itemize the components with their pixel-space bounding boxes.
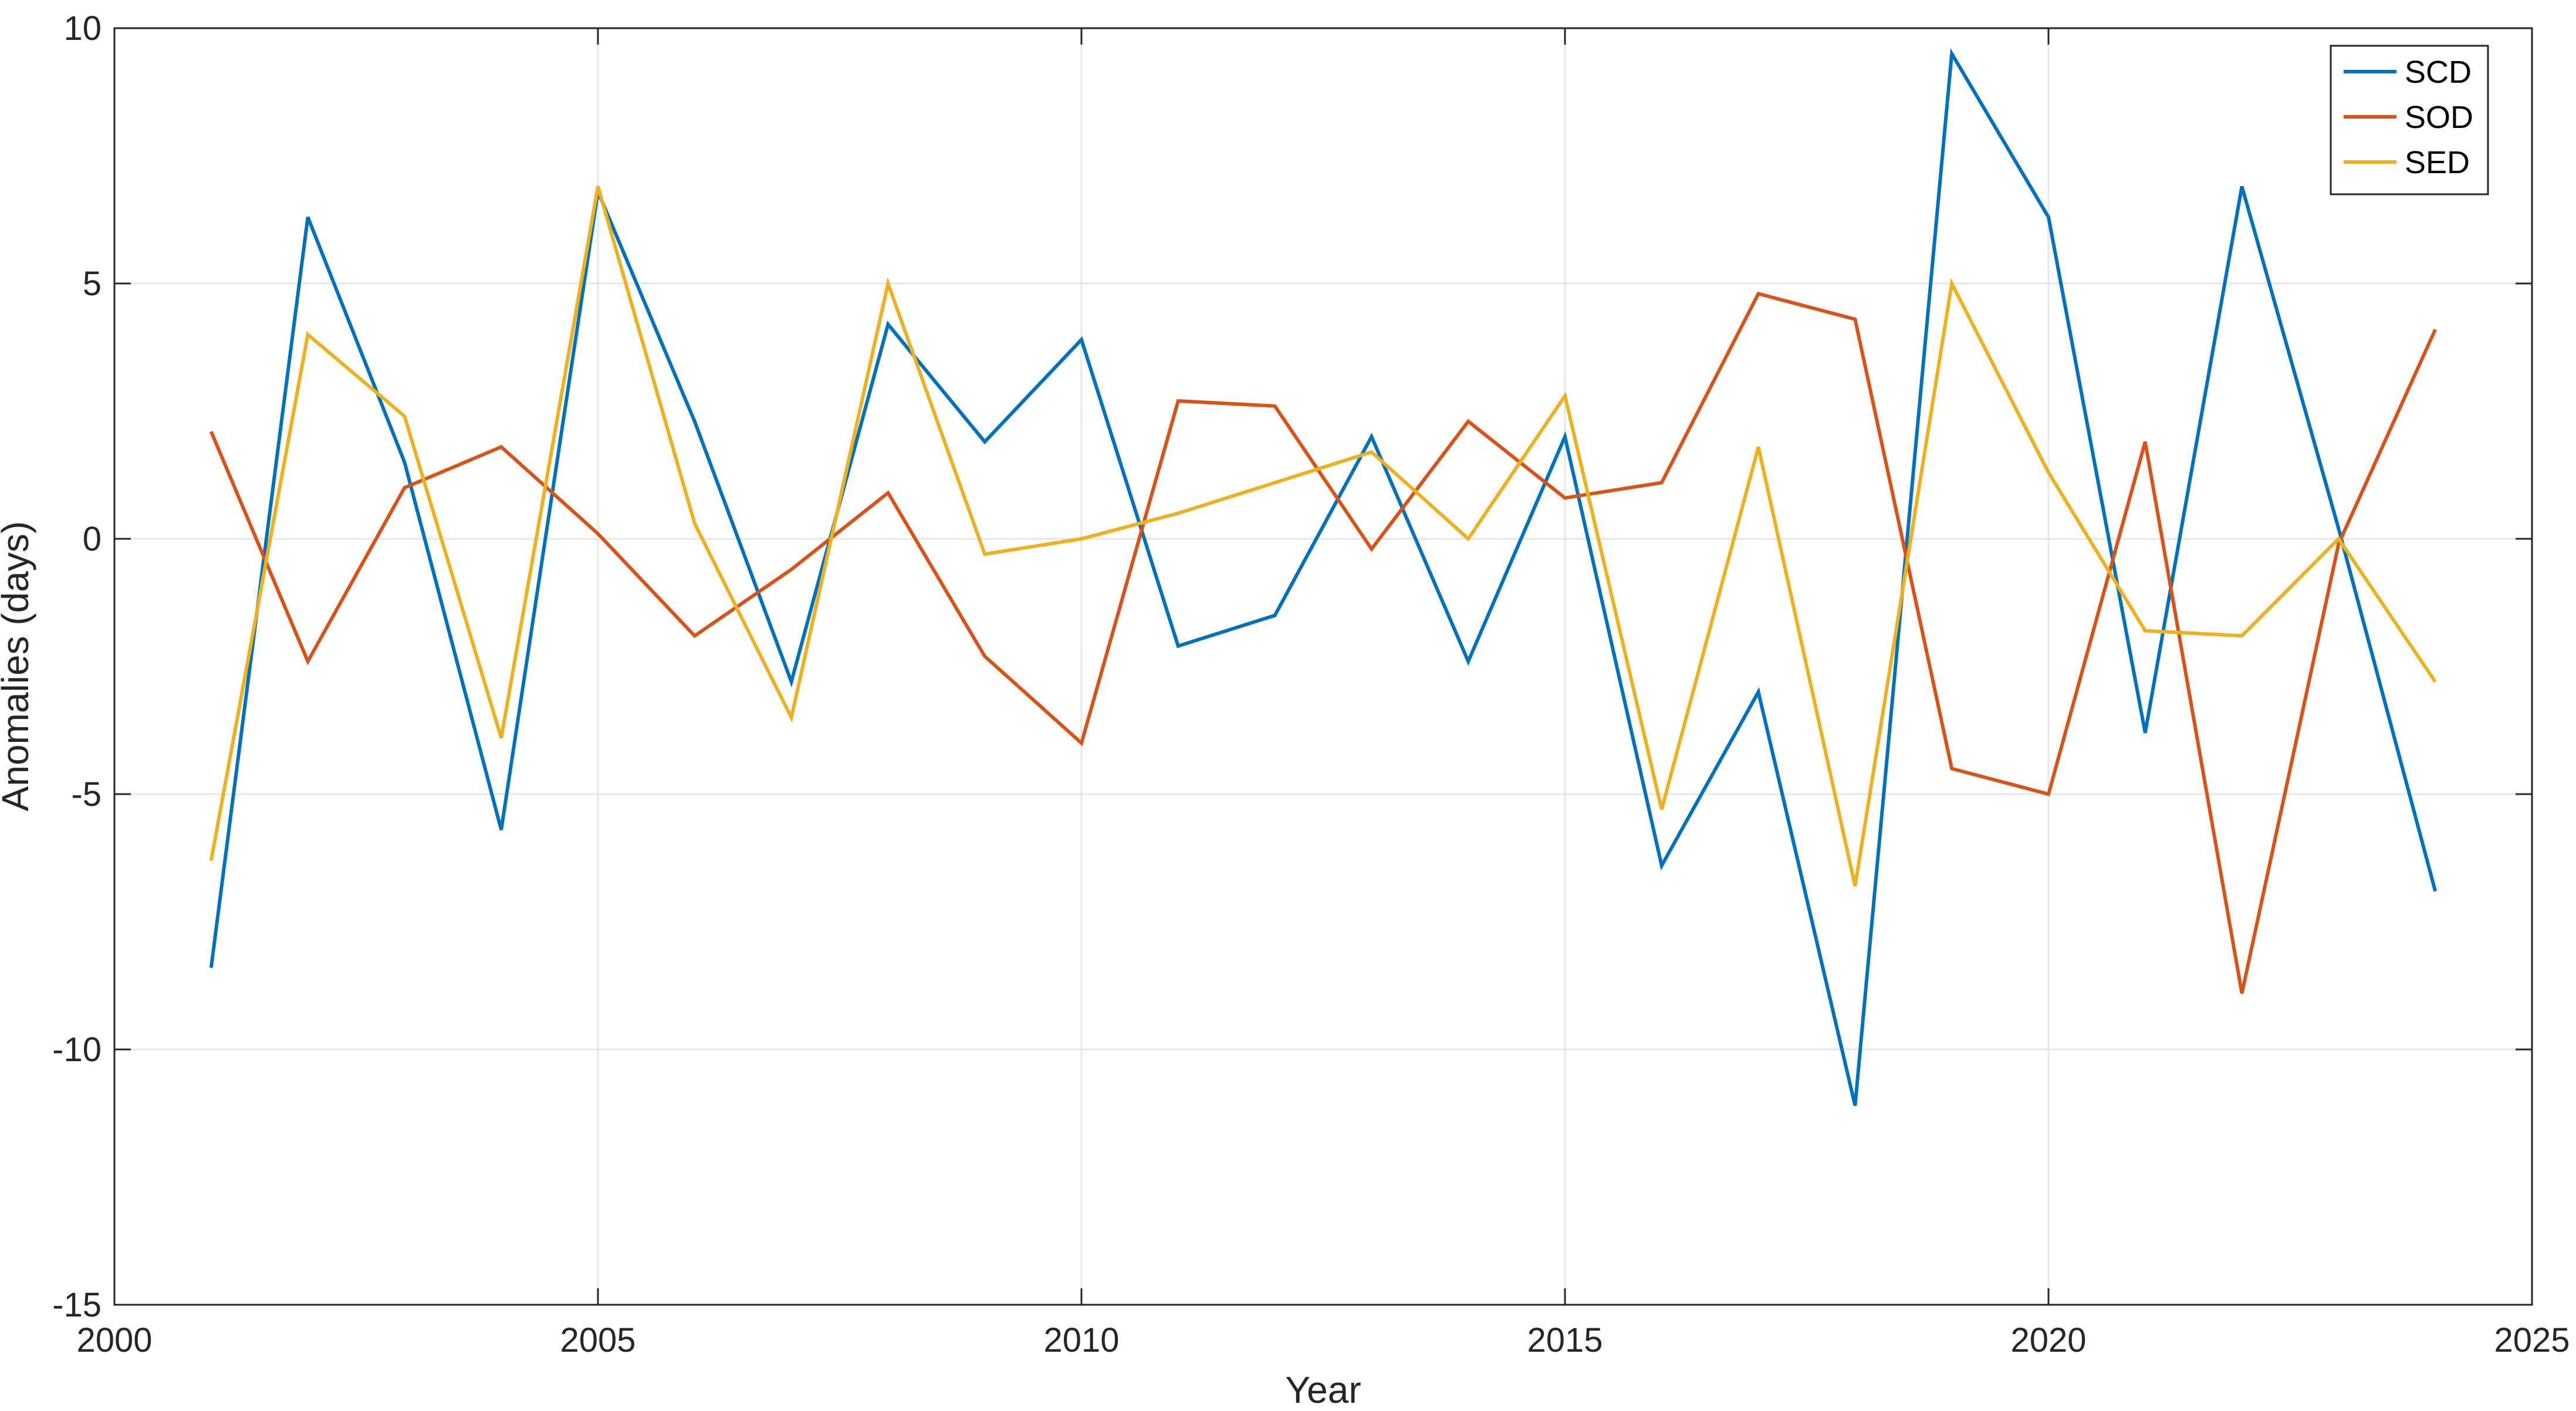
tick-marks <box>113 27 2533 1306</box>
series-line-scd <box>209 48 2438 1106</box>
y-tick-label: 0 <box>83 520 102 558</box>
y-tick-labels: -15 -10 -5 0 5 10 <box>52 9 102 1324</box>
y-tick-label: 10 <box>63 9 102 48</box>
series-layer <box>209 48 2438 1106</box>
series-line-sod <box>209 291 2437 994</box>
x-axis-label: Year <box>1285 1369 1361 1411</box>
series-line-sed <box>209 185 2437 887</box>
x-tick-labels: 2000 2005 2010 2015 2020 2025 <box>76 1321 2570 1359</box>
x-tick-label: 2025 <box>2494 1321 2570 1359</box>
legend-label-scd: SCD <box>2405 55 2472 90</box>
y-tick-label: -10 <box>52 1031 102 1069</box>
x-tick-label: 2005 <box>560 1321 635 1359</box>
plot-area <box>114 28 2532 1305</box>
legend-label-sod: SOD <box>2405 100 2473 135</box>
x-tick-label: 2010 <box>1043 1321 1119 1359</box>
plot-frame <box>113 27 2533 1306</box>
y-tick-label: 5 <box>83 265 102 303</box>
x-tick-label: 2020 <box>2010 1321 2086 1359</box>
y-tick-label: -5 <box>71 775 102 813</box>
x-tick-label: 2015 <box>1527 1321 1603 1359</box>
x-tick-label: 2000 <box>76 1321 152 1359</box>
y-axis-label: Anomalies (days) <box>0 521 36 811</box>
y-tick-label: -15 <box>52 1286 102 1324</box>
legend: SCD SOD SED <box>2330 45 2489 195</box>
legend-label-sed: SED <box>2405 145 2470 180</box>
